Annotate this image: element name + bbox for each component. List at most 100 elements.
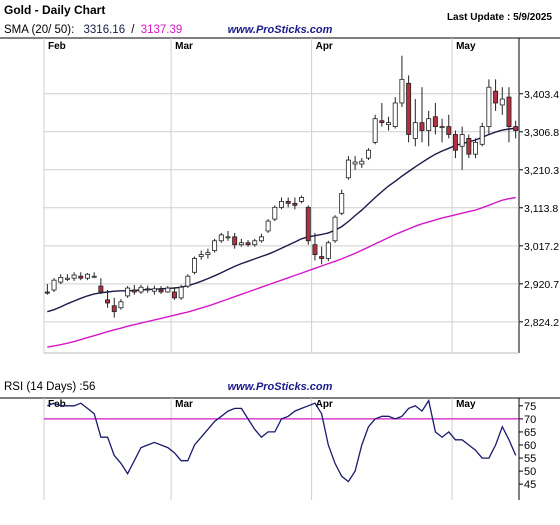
sma-separator: / [131, 24, 135, 36]
candle-body [51, 279, 57, 291]
candle-body [352, 161, 358, 165]
candle-body [64, 277, 70, 280]
rsi-y-tick-label: 60 [524, 440, 536, 452]
price-month-label: Feb [48, 41, 66, 52]
candle [192, 256, 198, 275]
candle [446, 114, 452, 139]
candle-body [232, 236, 238, 246]
candle-body [91, 275, 97, 278]
price-y-tick-label: 3,403.4 [524, 89, 559, 101]
candle [125, 286, 131, 298]
rsi-label: RSI (14 Days) :56 [4, 381, 95, 393]
candle-body [198, 254, 204, 257]
candle-body [386, 122, 392, 126]
candle [506, 87, 512, 143]
candle [178, 284, 184, 300]
candle-body [292, 202, 298, 206]
candle-body [158, 289, 164, 293]
candle [285, 197, 291, 208]
candle [452, 130, 458, 159]
sma50-line [47, 196, 516, 348]
candle [64, 274, 70, 281]
candle-body [285, 201, 291, 204]
price-month-label: Apr [316, 41, 333, 52]
candle [419, 87, 425, 143]
candle [232, 232, 238, 249]
candle [332, 215, 338, 243]
price-month-label: Mar [175, 41, 193, 52]
candle-body [473, 141, 478, 155]
candle-body [245, 242, 251, 246]
candle-body [212, 240, 218, 252]
rsi-line [47, 398, 517, 483]
candle [78, 272, 84, 281]
candle [299, 195, 305, 204]
candle [252, 238, 258, 247]
watermark-rsi: www.ProSticks.com [228, 381, 333, 393]
candle-body [365, 149, 371, 159]
candle-body [372, 118, 378, 143]
price-y-tick-label: 3,210.3 [524, 165, 559, 177]
rsi-y-tick-label: 45 [524, 479, 536, 491]
sma20-value: 3316.16 [84, 24, 126, 36]
candle-body [171, 291, 177, 299]
chart-title: Gold - Daily Chart [4, 3, 105, 17]
price-panel: 3,403.4 3,306.8 3,210.3 3,113.8 3,017.2 2,920… [0, 37, 560, 354]
candle [292, 197, 298, 210]
candle [459, 126, 465, 170]
candle [205, 248, 211, 259]
candle-body [44, 291, 50, 294]
candle-body [252, 240, 258, 246]
candle [198, 250, 204, 260]
candle-body [439, 126, 445, 128]
candle-body [185, 275, 191, 287]
candle-body [85, 273, 90, 279]
candle-body [426, 118, 432, 131]
candle [225, 230, 231, 241]
candle [131, 284, 137, 295]
candle [85, 273, 90, 281]
candle [473, 138, 478, 159]
sma-legend: SMA (20/ 50): 3316.16 / 3137.39 [4, 24, 182, 36]
candle-body [446, 126, 452, 135]
candle-body [71, 274, 77, 279]
candle [513, 120, 519, 139]
candle-body [339, 193, 345, 214]
candle [499, 87, 505, 115]
candle [372, 114, 378, 145]
candle-body [499, 98, 505, 106]
candle-body [459, 134, 465, 147]
last-update: Last Update : 5/9/2025 [447, 12, 552, 23]
candle [58, 274, 64, 285]
candle-body [225, 236, 231, 239]
watermark-price: www.ProSticks.com [228, 24, 333, 36]
candle [305, 205, 311, 245]
candle-body [218, 234, 224, 242]
candle-body [486, 86, 492, 127]
candle-body [165, 287, 171, 293]
candle-body [493, 90, 499, 104]
candle [158, 286, 164, 294]
candle [339, 189, 345, 216]
candle [111, 297, 117, 318]
candle [265, 219, 271, 233]
candle-body [419, 122, 425, 131]
candle-body [238, 242, 244, 246]
candle-body [399, 78, 405, 104]
price-y-tick-label: 2,920.7 [524, 279, 559, 291]
candle [245, 239, 251, 247]
candle [432, 102, 438, 135]
candle [493, 79, 499, 111]
candle-body [359, 160, 365, 165]
candle [479, 122, 485, 147]
candle-body [305, 206, 311, 242]
candle-body [506, 96, 512, 127]
candle-body [272, 206, 278, 220]
candle-body [299, 197, 305, 202]
price-month-label: May [456, 41, 476, 52]
candle-body [332, 216, 338, 242]
candle [212, 238, 218, 253]
rsi-month-label: May [456, 399, 476, 410]
